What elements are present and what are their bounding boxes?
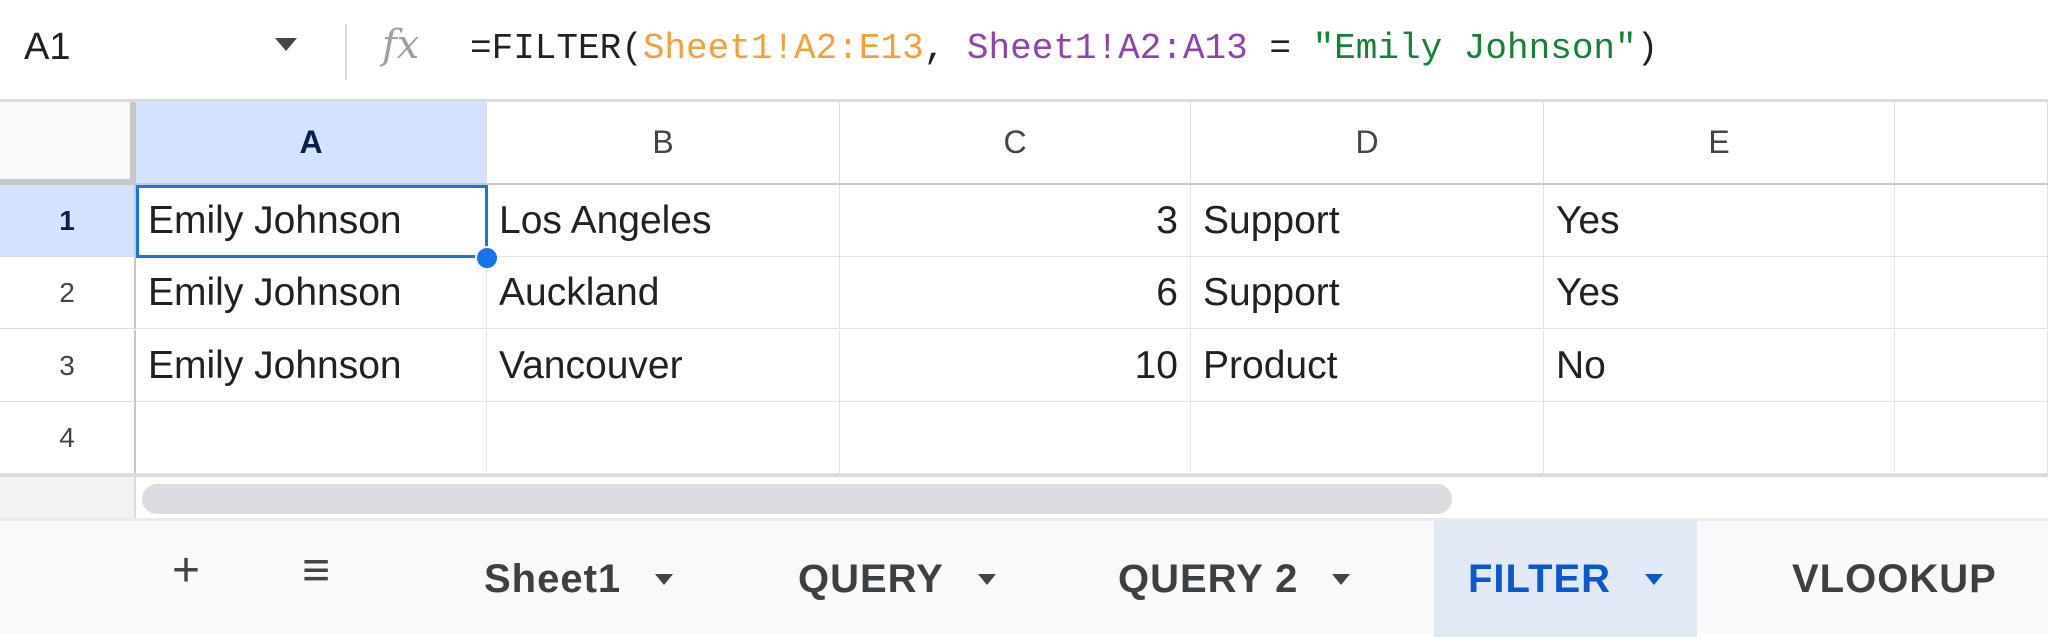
select-all-corner[interactable] xyxy=(0,102,136,185)
cell[interactable]: Product xyxy=(1191,330,1544,402)
column-header-f[interactable] xyxy=(1895,102,2048,185)
sheet-tab-filter[interactable]: FILTER xyxy=(1434,521,1698,637)
column-header-a[interactable]: A xyxy=(136,102,487,185)
column-header-b[interactable]: B xyxy=(487,102,840,185)
cell[interactable]: Los Angeles xyxy=(487,185,840,257)
tab-dropdown-icon[interactable] xyxy=(655,573,674,585)
cell[interactable]: Vancouver xyxy=(487,330,840,402)
cell[interactable] xyxy=(1895,402,2048,474)
formula-input[interactable]: =FILTER(Sheet1!A2:E13, Sheet1!A2:A13 = "… xyxy=(470,28,1658,69)
sheet-tab-sheet1[interactable]: Sheet1 xyxy=(450,521,707,637)
cell[interactable] xyxy=(1895,330,2048,402)
formula-token: Sheet1!A2:E13 xyxy=(642,28,924,69)
cell[interactable]: Yes xyxy=(1544,257,1895,329)
cell[interactable] xyxy=(1191,402,1544,474)
sheet-tab-bar: + ≡ Sheet1 QUERY QUERY 2 FILTER VLOOKUP xyxy=(0,518,2048,637)
sheet-tab-query-2[interactable]: QUERY 2 xyxy=(1084,521,1384,637)
cell[interactable]: Support xyxy=(1191,185,1544,257)
horizontal-scrollbar-thumb[interactable] xyxy=(142,484,1452,514)
cell[interactable] xyxy=(136,402,487,474)
formula-token: = xyxy=(1247,28,1313,69)
sheet-tab-label: QUERY 2 xyxy=(1118,556,1299,601)
sheet-tab-label: VLOOKUP xyxy=(1792,556,1997,601)
formula-token: Sheet1!A2:A13 xyxy=(966,28,1248,69)
column-header-c[interactable]: C xyxy=(840,102,1191,185)
cell[interactable]: Support xyxy=(1191,257,1544,329)
horizontal-scroll-area xyxy=(0,474,2048,518)
formula-token: , xyxy=(923,28,967,69)
sheet-tab-label: FILTER xyxy=(1468,556,1612,601)
scroll-corner xyxy=(0,477,136,518)
formula-bar: A1 fx =FILTER(Sheet1!A2:E13, Sheet1!A2:A… xyxy=(0,0,2048,102)
cell[interactable]: Auckland xyxy=(487,257,840,329)
formula-token: "Emily Johnson" xyxy=(1312,28,1637,69)
cell[interactable]: Emily Johnson xyxy=(136,185,487,257)
cell[interactable] xyxy=(1895,257,2048,329)
cell[interactable]: Emily Johnson xyxy=(136,330,487,402)
cell[interactable]: 6 xyxy=(840,257,1191,329)
row-header-2[interactable]: 2 xyxy=(0,257,136,329)
name-box[interactable]: A1 xyxy=(24,26,71,68)
add-sheet-button[interactable]: + xyxy=(172,544,201,597)
sheet-tab-query[interactable]: QUERY xyxy=(764,521,1030,637)
cell[interactable]: Emily Johnson xyxy=(136,257,487,329)
formula-token: =FILTER( xyxy=(470,28,643,69)
cell[interactable]: No xyxy=(1544,330,1895,402)
tab-dropdown-icon[interactable] xyxy=(1645,573,1664,585)
sheet-tab-label: QUERY xyxy=(798,556,944,601)
divider xyxy=(345,24,347,80)
column-header-e[interactable]: E xyxy=(1544,102,1895,185)
tab-dropdown-icon[interactable] xyxy=(1332,573,1351,585)
column-header-d[interactable]: D xyxy=(1191,102,1544,185)
fx-icon: fx xyxy=(382,22,420,68)
name-box-dropdown-icon[interactable] xyxy=(275,38,297,51)
formula-token: ) xyxy=(1636,28,1659,69)
tab-dropdown-icon[interactable] xyxy=(977,573,996,585)
cell[interactable] xyxy=(487,402,840,474)
cell[interactable]: 3 xyxy=(840,185,1191,257)
cell[interactable] xyxy=(840,402,1191,474)
cell[interactable] xyxy=(1895,185,2048,257)
sheet-tab-vlookup[interactable]: VLOOKUP xyxy=(1758,521,2031,637)
cell[interactable] xyxy=(1544,402,1895,474)
sheet-tab-label: Sheet1 xyxy=(484,556,622,601)
fill-handle[interactable] xyxy=(475,246,499,270)
row-header-4[interactable]: 4 xyxy=(0,402,136,474)
all-sheets-menu-button[interactable]: ≡ xyxy=(302,544,331,597)
cell[interactable]: Yes xyxy=(1544,185,1895,257)
cell[interactable]: 10 xyxy=(840,330,1191,402)
row-header-3[interactable]: 3 xyxy=(0,330,136,402)
row-header-1[interactable]: 1 xyxy=(0,185,136,257)
